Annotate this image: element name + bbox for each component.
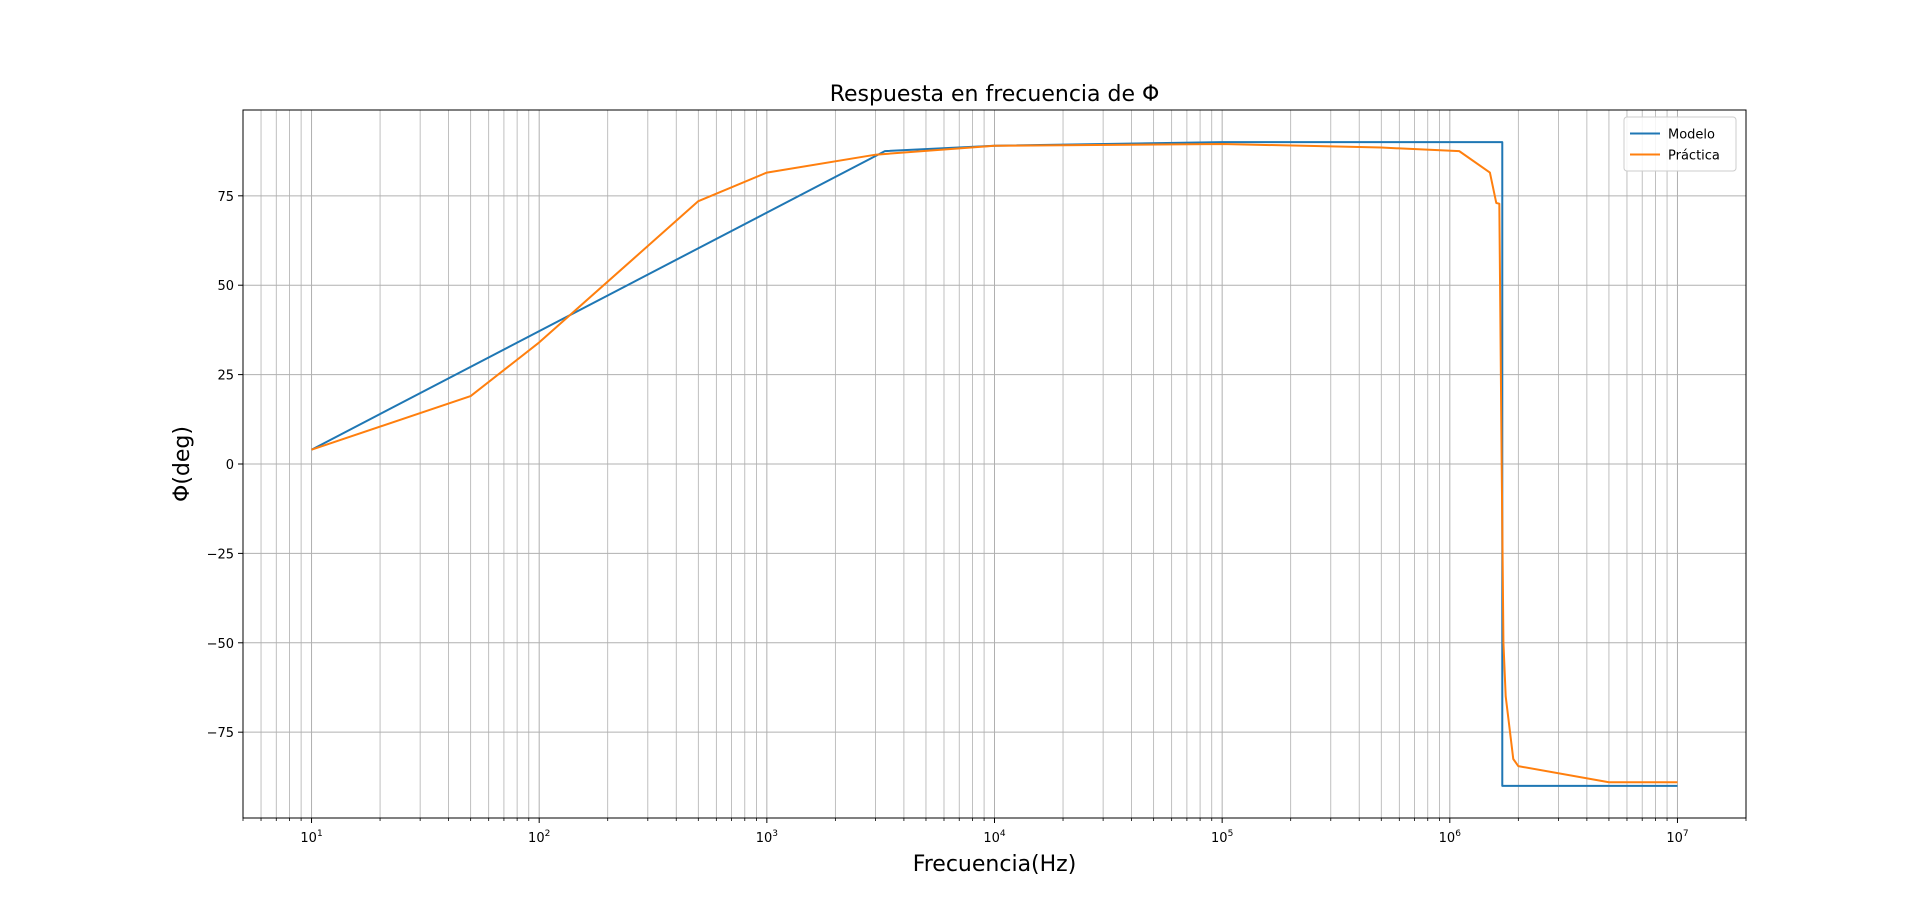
- y-tick-label: −50: [207, 637, 234, 652]
- x-tick-label: 106: [1439, 829, 1462, 846]
- legend-label: Modelo: [1668, 128, 1715, 143]
- series-line-pr-ctica: [311, 142, 1678, 784]
- grid-lines: [242, 110, 1747, 818]
- y-tick-label: 0: [226, 458, 234, 473]
- x-tick-label: 104: [983, 829, 1006, 846]
- series-lines: [311, 141, 1678, 787]
- y-tick-label: 75: [217, 190, 234, 205]
- y-tick-label: −75: [207, 726, 234, 741]
- y-axis-title: Φ(deg): [170, 426, 195, 502]
- x-tick-label: 101: [300, 829, 322, 846]
- y-tick-label: 50: [217, 279, 234, 294]
- y-tick-label: −25: [207, 547, 234, 562]
- y-tick-label: 25: [217, 369, 234, 384]
- legend-box: [1623, 116, 1737, 172]
- x-tick-label: 102: [528, 829, 550, 846]
- axis-ticks: 75 50 25 0 −25 −50 −75 101 102 103 104 105 106 107: [207, 190, 1747, 846]
- series-line-modelo: [311, 141, 1678, 787]
- legend: Modelo Práctica: [1623, 116, 1737, 172]
- chart-title: Respuesta en frecuencia de Φ: [830, 82, 1160, 107]
- x-tick-label: 105: [1211, 829, 1233, 846]
- x-axis-title: Frecuencia(Hz): [913, 852, 1077, 877]
- x-tick-label: 103: [756, 829, 778, 846]
- x-tick-label: 107: [1666, 829, 1688, 846]
- legend-label: Práctica: [1668, 149, 1720, 164]
